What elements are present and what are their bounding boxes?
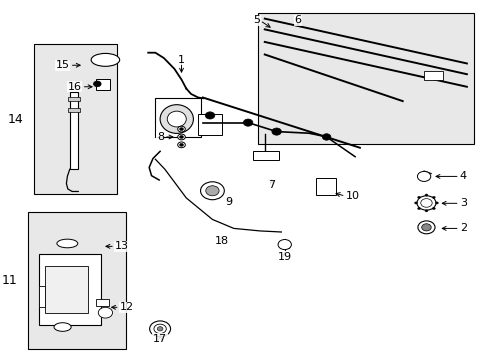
Ellipse shape	[205, 186, 219, 196]
Bar	[68, 97, 80, 101]
Bar	[39, 253, 101, 325]
Ellipse shape	[416, 196, 435, 210]
Text: 12: 12	[120, 302, 134, 312]
Ellipse shape	[417, 221, 434, 234]
Text: 6: 6	[294, 15, 301, 26]
Ellipse shape	[322, 134, 330, 140]
Ellipse shape	[435, 202, 437, 204]
Bar	[45, 266, 88, 313]
Ellipse shape	[154, 324, 166, 333]
Text: 5: 5	[252, 15, 260, 26]
Ellipse shape	[205, 112, 214, 119]
Ellipse shape	[149, 321, 170, 337]
Text: 7: 7	[268, 180, 275, 190]
Ellipse shape	[278, 239, 291, 249]
Ellipse shape	[431, 196, 434, 198]
Ellipse shape	[157, 327, 163, 331]
Text: 17: 17	[153, 333, 167, 343]
Ellipse shape	[93, 81, 101, 87]
Text: 11: 11	[1, 274, 18, 287]
Bar	[315, 178, 335, 195]
Text: 10: 10	[345, 191, 359, 201]
Bar	[39, 286, 45, 307]
Ellipse shape	[167, 111, 186, 127]
Ellipse shape	[98, 307, 112, 318]
Bar	[423, 71, 442, 80]
Ellipse shape	[200, 182, 224, 200]
Ellipse shape	[420, 199, 431, 207]
Text: 16: 16	[67, 82, 81, 92]
Text: 4: 4	[459, 171, 466, 181]
Ellipse shape	[271, 128, 281, 135]
Text: 8: 8	[157, 132, 163, 142]
Ellipse shape	[179, 135, 183, 138]
Ellipse shape	[424, 194, 427, 196]
Bar	[96, 79, 110, 90]
Bar	[96, 299, 109, 306]
Bar	[252, 151, 279, 160]
Ellipse shape	[417, 196, 420, 198]
Ellipse shape	[54, 323, 71, 331]
Bar	[257, 13, 473, 144]
Ellipse shape	[177, 142, 185, 148]
Text: 1: 1	[178, 55, 184, 65]
Text: 18: 18	[214, 236, 228, 246]
Ellipse shape	[414, 202, 417, 204]
Ellipse shape	[177, 134, 185, 140]
Text: 13: 13	[115, 241, 129, 251]
Text: 19: 19	[277, 252, 291, 262]
Bar	[198, 114, 222, 135]
Text: 9: 9	[225, 197, 232, 207]
Bar	[155, 98, 200, 137]
Bar	[28, 212, 125, 348]
Text: 3: 3	[459, 198, 466, 208]
Ellipse shape	[179, 128, 183, 131]
Bar	[70, 92, 78, 169]
Ellipse shape	[57, 239, 78, 248]
Bar	[34, 44, 117, 194]
Ellipse shape	[91, 53, 120, 66]
Ellipse shape	[424, 210, 427, 212]
Bar	[68, 108, 80, 112]
Text: 15: 15	[56, 60, 70, 70]
Ellipse shape	[177, 126, 185, 132]
Ellipse shape	[243, 119, 252, 126]
Text: 14: 14	[7, 113, 23, 126]
Ellipse shape	[417, 207, 420, 210]
Ellipse shape	[160, 105, 193, 134]
Text: 2: 2	[459, 224, 466, 233]
Ellipse shape	[417, 171, 430, 181]
Ellipse shape	[431, 207, 434, 210]
Ellipse shape	[421, 224, 430, 231]
Ellipse shape	[179, 143, 183, 146]
